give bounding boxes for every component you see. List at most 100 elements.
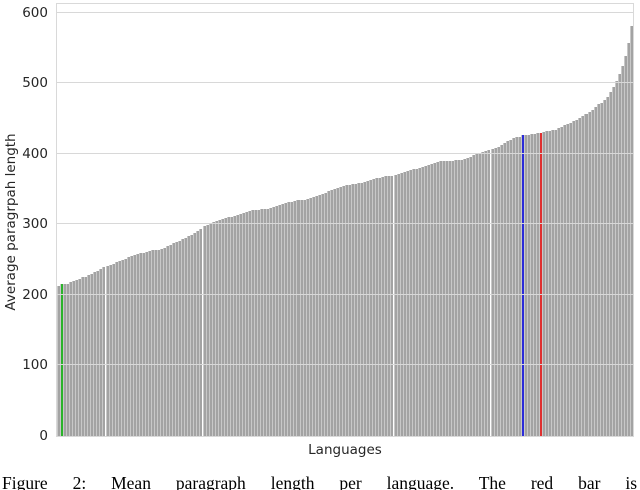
bar-green-highlight bbox=[60, 284, 64, 436]
bar bbox=[442, 161, 446, 436]
bar bbox=[560, 126, 564, 436]
bar bbox=[281, 203, 285, 436]
bar bbox=[617, 73, 621, 436]
bar bbox=[505, 140, 509, 436]
bar bbox=[614, 80, 618, 436]
bar bbox=[626, 42, 630, 436]
bar bbox=[511, 138, 515, 436]
bar bbox=[369, 179, 373, 436]
y-tick-label-200: 200 bbox=[22, 286, 48, 303]
gridline-y500 bbox=[57, 82, 633, 84]
bar bbox=[57, 286, 61, 436]
bar bbox=[302, 199, 306, 436]
bar bbox=[426, 164, 430, 436]
bar bbox=[257, 210, 261, 436]
bar-blue-highlight bbox=[520, 135, 524, 436]
y-tick-label-300: 300 bbox=[22, 216, 48, 233]
bar bbox=[590, 109, 594, 436]
bar bbox=[517, 136, 521, 436]
bar bbox=[423, 165, 427, 436]
bar bbox=[199, 228, 203, 436]
bar bbox=[147, 251, 151, 436]
bar bbox=[466, 157, 470, 436]
y-tick-label-0: 0 bbox=[39, 428, 48, 444]
bar bbox=[526, 134, 530, 436]
bar bbox=[396, 174, 400, 436]
bar bbox=[229, 216, 233, 436]
bar bbox=[217, 220, 221, 436]
bar bbox=[502, 143, 506, 436]
gridline-y100 bbox=[57, 364, 633, 366]
bar bbox=[566, 124, 570, 436]
bar bbox=[572, 121, 576, 436]
bar bbox=[235, 215, 239, 436]
bar bbox=[172, 243, 176, 436]
bar bbox=[360, 183, 364, 436]
gridline-y200 bbox=[57, 293, 633, 295]
bar bbox=[184, 237, 188, 436]
bar bbox=[496, 146, 500, 436]
bar bbox=[584, 114, 588, 436]
bar bbox=[99, 269, 103, 436]
bar bbox=[499, 145, 503, 436]
bar bbox=[175, 241, 179, 436]
bar bbox=[314, 196, 318, 436]
bar bbox=[141, 252, 145, 436]
bar bbox=[381, 176, 385, 436]
bar bbox=[608, 92, 612, 436]
bar bbox=[366, 180, 370, 436]
bar bbox=[432, 162, 436, 436]
bar bbox=[399, 173, 403, 436]
bar bbox=[247, 210, 251, 436]
bar bbox=[311, 196, 315, 436]
bar bbox=[144, 251, 148, 436]
bar bbox=[163, 247, 167, 436]
bar bbox=[535, 133, 539, 436]
bar bbox=[529, 133, 533, 436]
bar bbox=[87, 275, 91, 436]
bar bbox=[244, 211, 248, 436]
bar bbox=[166, 246, 170, 436]
bar bbox=[196, 230, 200, 436]
bar bbox=[266, 208, 270, 436]
bar bbox=[154, 250, 158, 436]
bar bbox=[372, 179, 376, 436]
bar bbox=[108, 264, 112, 436]
bar bbox=[363, 181, 367, 436]
bar bbox=[111, 263, 115, 436]
bar bbox=[193, 232, 197, 436]
bar bbox=[487, 150, 491, 436]
bar bbox=[293, 200, 297, 436]
bar bbox=[345, 185, 349, 436]
bar bbox=[208, 223, 212, 436]
bar bbox=[66, 283, 70, 436]
bar bbox=[135, 253, 139, 436]
bar bbox=[338, 186, 342, 436]
bar bbox=[296, 200, 300, 436]
bar bbox=[554, 129, 558, 436]
bar bbox=[357, 183, 361, 436]
gridline-y400 bbox=[57, 152, 633, 154]
bar bbox=[254, 210, 258, 436]
bar bbox=[569, 122, 573, 436]
bar bbox=[463, 158, 467, 436]
bar bbox=[429, 163, 433, 436]
bar bbox=[354, 184, 358, 436]
figure-caption: Figure 2: Mean paragraph length per lang… bbox=[2, 473, 637, 490]
bar bbox=[548, 131, 552, 436]
bar bbox=[132, 254, 136, 436]
bar bbox=[435, 162, 439, 436]
bar bbox=[472, 155, 476, 436]
bar bbox=[508, 139, 512, 436]
gridline-y600 bbox=[57, 11, 633, 13]
bar bbox=[323, 192, 327, 436]
bar bbox=[126, 257, 130, 436]
bar bbox=[351, 184, 355, 436]
bar bbox=[226, 217, 230, 436]
bar bbox=[545, 131, 549, 436]
bar bbox=[469, 156, 473, 436]
bar bbox=[190, 234, 194, 436]
bar bbox=[348, 184, 352, 436]
bar bbox=[629, 25, 633, 436]
bar bbox=[117, 260, 121, 436]
